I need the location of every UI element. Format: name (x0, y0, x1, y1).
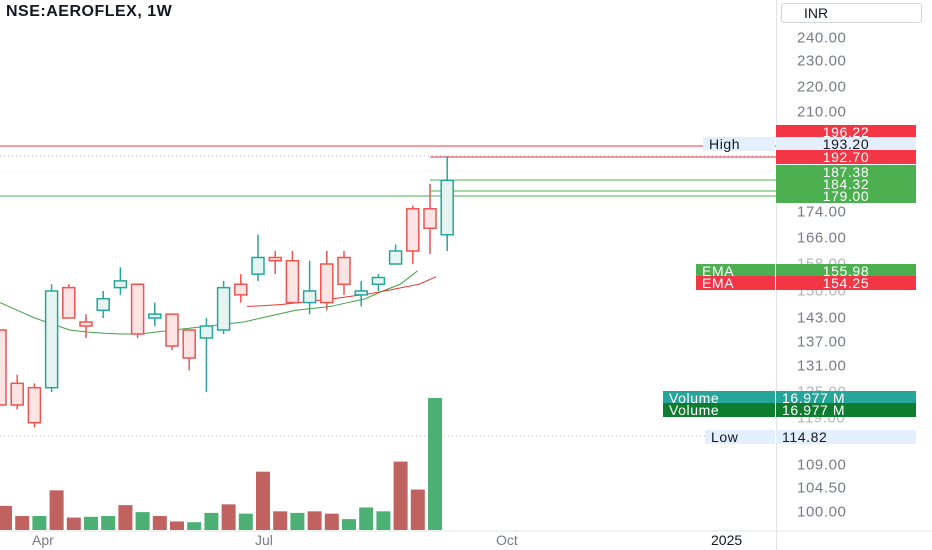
volume-label: Volume (663, 403, 775, 417)
ema-fast-value: 155.98 (776, 264, 916, 278)
ema-slow-value: 154.25 (776, 276, 916, 290)
time-label: 2025 (711, 532, 743, 548)
price-tick: 174.00 (797, 203, 847, 221)
price-tick: 109.00 (797, 456, 847, 474)
volume-bar (410, 489, 425, 530)
volume-bar (393, 461, 408, 530)
candle-body (251, 256, 265, 275)
volume-bar (84, 516, 98, 530)
candle-body (268, 256, 282, 262)
candle-body (130, 283, 145, 335)
candle-body (113, 280, 128, 289)
green-level-tag: 187.38 (776, 165, 916, 179)
time-label: Apr (32, 532, 54, 548)
price-tick: 100.00 (797, 503, 847, 521)
candle-body (406, 208, 420, 252)
candle-body (285, 260, 300, 304)
price-tick: 210.00 (797, 103, 847, 121)
green-level-tag: 179.00 (776, 189, 916, 203)
volume-bar (15, 516, 30, 530)
candle-body (27, 386, 42, 424)
volume-bar (256, 471, 270, 530)
candle-body (440, 179, 454, 236)
volume-bar (307, 511, 322, 530)
candle-body (182, 329, 196, 359)
candle-body (388, 250, 403, 265)
volume-bar (221, 504, 236, 530)
time-label: Jul (255, 532, 273, 548)
ema-fast-label: EMA (696, 264, 775, 278)
candle-body (234, 283, 248, 296)
time-label: Oct (496, 532, 518, 548)
candle-body (354, 290, 368, 296)
price-tick: 137.00 (797, 333, 847, 351)
price-tick: 240.00 (797, 29, 847, 47)
candle-body (10, 382, 24, 406)
candle-body (337, 256, 351, 285)
ema-slow-label: EMA (696, 276, 775, 290)
volume-bar (66, 517, 81, 530)
price-tick: 166.00 (797, 229, 847, 247)
red-level-tag: 192.70 (776, 150, 916, 164)
candle-body (423, 208, 437, 230)
price-tick: 143.00 (797, 309, 847, 327)
low-value-tag: 114.82 (776, 430, 916, 444)
candle-body (79, 321, 93, 327)
volume-bar (204, 512, 219, 530)
symbol-title[interactable]: NSE:AEROFLEX, 1W (6, 3, 173, 20)
candle-body (165, 313, 179, 347)
high-label: High (703, 137, 775, 151)
price-tick: 131.00 (797, 357, 847, 375)
volume-bar (49, 490, 64, 530)
volume-bar (170, 521, 184, 530)
price-tick: 220.00 (797, 78, 847, 96)
red-level-tag: 196.22 (776, 125, 916, 139)
volume-value: 16.977 M (776, 403, 916, 417)
candle-body (0, 329, 7, 406)
volume-bar (238, 513, 253, 530)
price-tick: 230.00 (797, 52, 847, 70)
candle-body (371, 276, 386, 285)
volume-bar (187, 522, 202, 530)
volume-bar (32, 516, 47, 530)
volume-bar (376, 511, 391, 530)
ema-slow-line (246, 276, 437, 307)
volume-bar (118, 505, 133, 530)
volume-bar (428, 398, 442, 530)
candle-body (62, 286, 76, 319)
volume-bar (324, 513, 339, 530)
candle-body (148, 313, 162, 319)
volume-bar (273, 511, 288, 530)
volume-bar (290, 512, 305, 530)
volume-bar (135, 512, 150, 530)
high-value-tag: 193.20 (776, 137, 916, 151)
volume-bar (0, 505, 12, 530)
volume-bar (101, 516, 116, 530)
currency-selector[interactable]: INR (781, 3, 922, 23)
volume-bar (342, 519, 356, 530)
volume-label: Volume (663, 391, 775, 405)
candle-body (216, 286, 231, 331)
green-level-tag: 184.32 (776, 177, 916, 191)
price-tick: 104.50 (797, 479, 847, 497)
candle-body (44, 290, 59, 389)
low-label: Low (705, 430, 775, 444)
candle-body (320, 263, 334, 304)
volume-bar (152, 516, 167, 530)
volume-value: 16.977 M (776, 391, 916, 405)
candle-body (96, 297, 110, 312)
candle-body (199, 325, 214, 339)
candle-body (302, 290, 317, 304)
volume-bar (359, 507, 374, 530)
